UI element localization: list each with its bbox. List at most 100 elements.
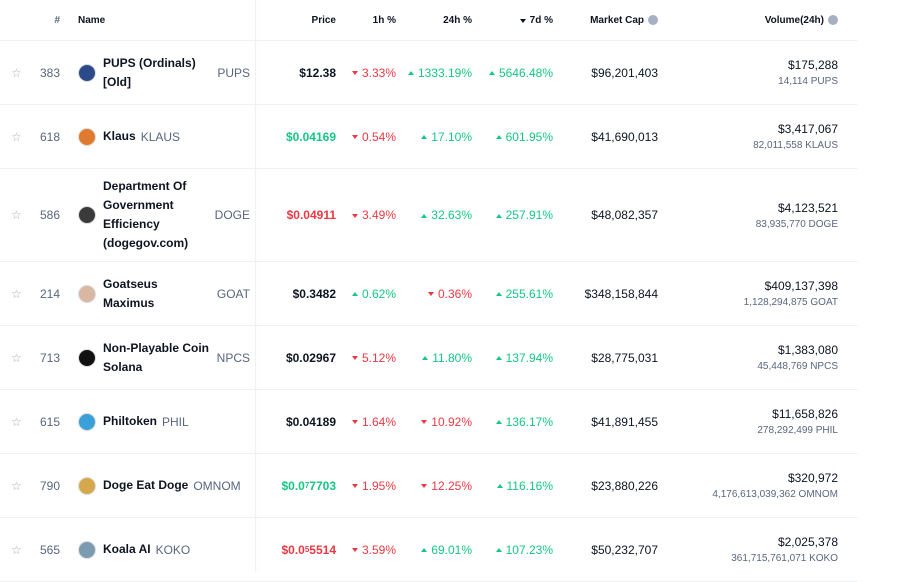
- star-icon[interactable]: ☆: [11, 542, 22, 557]
- rank: 618: [39, 129, 60, 144]
- coin-name: Doge Eat Doge: [103, 478, 189, 492]
- name-cell: Doge Eat Doge OMNOM: [78, 454, 250, 517]
- change-7d: 257.91%: [476, 169, 553, 261]
- star-icon[interactable]: ☆: [11, 478, 22, 493]
- volume-coin: 83,935,770 DOGE: [755, 218, 838, 230]
- name-cell: Philtoken PHIL: [78, 390, 250, 453]
- change-7d: 255.61%: [476, 262, 553, 325]
- coin-name: Non-Playable Coin Solana: [103, 340, 210, 374]
- change-24h: 10.92%: [400, 390, 472, 453]
- change-7d: 116.16%: [476, 454, 553, 517]
- rank: 615: [39, 414, 60, 429]
- change-1h: 1.95%: [340, 454, 396, 517]
- price: $0.02967: [285, 350, 336, 365]
- coin-symbol: PUPS: [217, 65, 250, 80]
- change-1h-value: 1.64%: [352, 415, 396, 429]
- coin-icon: [78, 348, 96, 367]
- star-icon[interactable]: ☆: [11, 208, 22, 222]
- coin-name: Klaus: [103, 129, 136, 143]
- change-1h-value: 0.54%: [352, 130, 396, 144]
- coin-row: ☆ 214 Goatseus Maximus GOAT $0.3482 0.62% 0.36…: [0, 262, 858, 326]
- header-mc-text: Market Cap: [590, 14, 644, 26]
- coin-name: Department Of Government Efficiency (dog…: [103, 179, 189, 250]
- coin-icon: [78, 540, 96, 559]
- volume-coin: 82,011,558 KLAUS: [753, 140, 838, 151]
- change-7d-value: 137.94%: [496, 351, 553, 365]
- volume-usd: $175,288: [787, 58, 838, 72]
- info-icon[interactable]: [828, 15, 838, 25]
- rank: 713: [39, 350, 60, 365]
- star-icon[interactable]: ☆: [11, 129, 22, 144]
- coin-symbol: DOGE: [214, 208, 250, 222]
- price: $0.04911: [286, 208, 336, 222]
- change-7d-value: 601.95%: [496, 130, 553, 144]
- volume-coin: 278,292,499 PHIL: [757, 425, 838, 436]
- name-cell: Koala AI KOKO: [78, 518, 250, 581]
- price-digits: 5514: [309, 542, 336, 557]
- volume-cell: $1,383,080 45,448,769 NPCS: [680, 326, 838, 389]
- price-zeros: 7: [304, 481, 310, 490]
- sticky-divider: [255, 0, 256, 572]
- coin-symbol: NPCS: [216, 350, 250, 365]
- volume-usd: $3,417,067: [777, 122, 838, 136]
- market-cap: $41,891,455: [591, 414, 658, 429]
- change-24h: 1333.19%: [400, 41, 472, 104]
- change-24h-value: 10.92%: [421, 415, 472, 429]
- coin-row: ☆ 565 Koala AI KOKO $0.0 5 5514 3.59% 69.01% 107.…: [0, 518, 858, 582]
- coin-row: ☆ 790 Doge Eat Doge OMNOM $0.0 7 7703 1.95% 12.2…: [0, 454, 858, 518]
- change-1h-value: 0.62%: [352, 287, 396, 301]
- change-24h-value: 0.36%: [428, 287, 472, 301]
- volume-cell: $11,658,826 278,292,499 PHIL: [680, 390, 838, 453]
- star-icon[interactable]: ☆: [11, 350, 22, 365]
- change-24h-value: 69.01%: [421, 543, 472, 557]
- coin-row: ☆ 383 PUPS (Ordinals) [Old] PUPS $12.38 3.33%…: [0, 41, 858, 105]
- change-7d: 136.17%: [476, 390, 553, 453]
- price: $0.04189: [285, 414, 336, 429]
- coin-symbol: PHIL: [162, 414, 189, 429]
- volume-cell: $4,123,521 83,935,770 DOGE: [680, 169, 838, 261]
- header-24h: 24h %: [443, 14, 472, 26]
- header-7d-text[interactable]: 7d %: [520, 15, 553, 26]
- market-cap: $23,880,226: [591, 478, 658, 493]
- change-1h: 0.54%: [340, 105, 396, 168]
- volume-usd: $409,137,398: [764, 279, 838, 293]
- change-1h-value: 3.33%: [352, 66, 396, 80]
- change-1h: 1.64%: [340, 390, 396, 453]
- coin-icon: [78, 206, 96, 224]
- coin-name: Philtoken: [103, 414, 158, 428]
- coin-name: Goatseus Maximus: [103, 276, 158, 310]
- change-1h: 0.62%: [340, 262, 396, 325]
- coin-name: PUPS (Ordinals) [Old]: [103, 55, 196, 89]
- header-rank: #: [54, 14, 60, 26]
- market-cap: $96,201,403: [591, 65, 658, 80]
- change-7d-value: 255.61%: [496, 287, 553, 301]
- change-7d: 5646.48%: [476, 41, 553, 104]
- coin-icon: [78, 127, 96, 146]
- header-vol-text: Volume(24h): [764, 14, 824, 26]
- volume-coin: 45,448,769 NPCS: [757, 361, 838, 372]
- volume-usd: $4,123,521: [777, 200, 838, 215]
- change-24h-value: 1333.19%: [408, 66, 472, 80]
- volume-coin: 1,128,294,875 GOAT: [743, 297, 838, 308]
- volume-cell: $320,972 4,176,613,039,362 OMNOM: [680, 454, 838, 517]
- coin-icon: [78, 63, 96, 82]
- price-zeros: 5: [304, 545, 310, 554]
- change-24h-value: 32.63%: [421, 208, 472, 222]
- volume-usd: $11,658,826: [772, 407, 838, 421]
- coin-symbol: GOAT: [216, 286, 250, 301]
- market-cap: $48,082,357: [591, 208, 658, 222]
- change-1h-value: 1.95%: [352, 479, 396, 493]
- price: $0.0 7 7703: [260, 454, 336, 517]
- change-24h-value: 11.80%: [422, 351, 472, 365]
- star-icon[interactable]: ☆: [11, 286, 22, 301]
- rank: 586: [39, 208, 60, 222]
- star-icon[interactable]: ☆: [11, 65, 22, 80]
- header-price: Price: [311, 14, 336, 26]
- star-icon[interactable]: ☆: [11, 414, 22, 429]
- info-icon[interactable]: [648, 15, 658, 25]
- volume-cell: $2,025,378 361,715,761,071 KOKO: [680, 518, 838, 581]
- change-24h: 32.63%: [400, 169, 472, 261]
- rank: 790: [39, 478, 60, 493]
- coin-row: ☆ 618 Klaus KLAUS $0.04169 0.54% 17.10% 601.95%…: [0, 105, 858, 169]
- market-cap: $348,158,844: [584, 286, 658, 301]
